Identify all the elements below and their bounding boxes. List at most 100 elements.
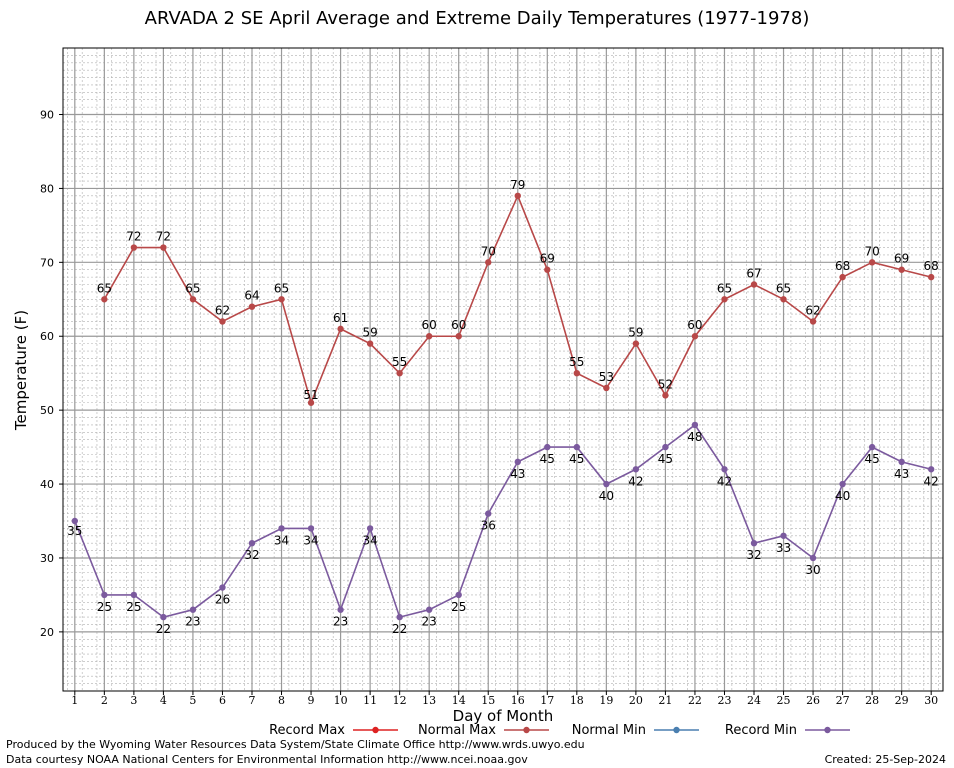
normal-max-point xyxy=(514,192,521,200)
record-min-point xyxy=(366,525,374,532)
record-min-value-label: 25 xyxy=(97,600,112,614)
record-min-value-label: 42 xyxy=(628,474,643,488)
normal-max-value-label: 65 xyxy=(185,281,200,295)
x-tick-label: 24 xyxy=(747,694,761,707)
normal-max-point xyxy=(927,273,935,281)
record-min-point xyxy=(101,591,108,599)
x-tick-label: 26 xyxy=(806,694,820,707)
legend-label-record-max: Record Max xyxy=(269,723,345,738)
normal-max-value-label: 70 xyxy=(864,244,879,258)
x-tick-label: 29 xyxy=(895,694,909,707)
record-min-value-label: 40 xyxy=(599,489,614,503)
legend-label-record-min: Record Min xyxy=(725,723,797,738)
record-min-value-label: 43 xyxy=(894,467,909,481)
record-min-line xyxy=(74,423,932,619)
normal-max-value-label: 60 xyxy=(687,318,702,332)
x-tick-label: 6 xyxy=(219,694,226,707)
normal-max-point xyxy=(130,244,138,251)
x-tick-label: 8 xyxy=(278,694,285,707)
x-tick-label: 11 xyxy=(363,694,377,707)
record-min-point xyxy=(691,421,699,429)
legend-marker-normal-min xyxy=(673,726,680,734)
normal-max-point xyxy=(632,340,640,347)
record-min-point xyxy=(573,443,581,451)
normal-max-value-label: 79 xyxy=(510,178,525,192)
normal-max-point xyxy=(396,369,403,377)
normal-max-point xyxy=(485,259,492,266)
normal-max-value-label: 68 xyxy=(835,259,850,273)
record-min-point xyxy=(662,443,669,451)
record-min-value-label: 34 xyxy=(274,533,289,547)
record-min-value-label: 45 xyxy=(658,452,673,466)
record-min-value-label: 34 xyxy=(362,533,377,547)
chart-title: ARVADA 2 SE April Average and Extreme Da… xyxy=(144,8,810,29)
record-min-point xyxy=(721,466,728,473)
record-min-value-label: 23 xyxy=(422,615,437,629)
normal-max-value-label: 67 xyxy=(746,267,761,281)
normal-max-value-label: 60 xyxy=(422,318,437,332)
x-tick-label: 3 xyxy=(130,694,137,707)
record-min-point xyxy=(71,517,79,525)
record-min-point xyxy=(337,606,344,613)
record-min-point xyxy=(750,539,758,547)
record-min-value-label: 42 xyxy=(717,474,732,488)
normal-max-point xyxy=(307,399,315,406)
record-min-point xyxy=(425,606,433,613)
record-min-value-label: 43 xyxy=(510,467,525,481)
normal-max-value-label: 69 xyxy=(894,252,909,266)
normal-max-value-label: 60 xyxy=(451,318,466,332)
record-min-value-label: 42 xyxy=(924,474,939,488)
y-tick-label: 20 xyxy=(40,626,54,639)
footer-credit-2: Data courtesy NOAA National Centers for … xyxy=(6,753,528,766)
y-axis-label: Temperature (F) xyxy=(12,310,30,431)
normal-max-value-label: 59 xyxy=(362,326,377,340)
normal-max-value-label: 65 xyxy=(274,281,289,295)
record-min-value-label: 25 xyxy=(451,600,466,614)
normal-max-point xyxy=(189,296,197,303)
normal-max-point xyxy=(721,296,728,303)
record-min-point xyxy=(809,554,817,562)
record-min-value-label: 45 xyxy=(540,452,555,466)
normal-max-point xyxy=(809,318,817,325)
grid-layer xyxy=(63,47,943,692)
record-min-point xyxy=(160,613,167,621)
record-min-value-label: 26 xyxy=(215,593,230,607)
normal-max-value-label: 55 xyxy=(392,355,407,369)
normal-max-value-label: 65 xyxy=(97,281,112,295)
x-tick-label: 7 xyxy=(248,694,255,707)
created-date: Created: 25-Sep-2024 xyxy=(824,753,946,766)
y-tick-label: 90 xyxy=(40,109,54,122)
record-min-point xyxy=(455,591,462,599)
record-min-value-label: 36 xyxy=(481,519,496,533)
record-min-value-label: 35 xyxy=(67,524,82,538)
x-tick-label: 25 xyxy=(777,694,791,707)
record-min-value-label: 32 xyxy=(746,548,761,562)
normal-max-value-label: 51 xyxy=(303,388,318,402)
x-tick-label: 5 xyxy=(189,694,196,707)
series-layer xyxy=(71,192,935,621)
record-min-value-label: 25 xyxy=(126,600,141,614)
normal-max-point xyxy=(248,303,256,310)
record-min-point xyxy=(485,510,492,517)
record-min-point xyxy=(544,443,551,451)
record-min-value-label: 48 xyxy=(687,430,702,444)
record-min-point xyxy=(278,525,285,532)
normal-max-value-label: 59 xyxy=(628,326,643,340)
normal-max-point xyxy=(337,325,344,333)
legend-marker-normal-max xyxy=(523,726,530,734)
legend-label-normal-max: Normal Max xyxy=(418,723,496,738)
normal-max-point xyxy=(544,266,551,273)
x-axis-label: Day of Month xyxy=(453,707,554,725)
record-min-value-label: 32 xyxy=(244,548,259,562)
x-tick-label: 4 xyxy=(160,694,167,707)
record-min-point xyxy=(780,532,787,539)
normal-max-point xyxy=(573,369,581,377)
record-min-point xyxy=(632,466,640,473)
normal-max-value-label: 65 xyxy=(776,281,791,295)
normal-max-point xyxy=(366,340,374,347)
y-tick-label: 40 xyxy=(40,478,54,491)
x-tick-label: 20 xyxy=(629,694,643,707)
x-tick-label: 9 xyxy=(308,694,315,707)
normal-max-point xyxy=(898,266,905,273)
